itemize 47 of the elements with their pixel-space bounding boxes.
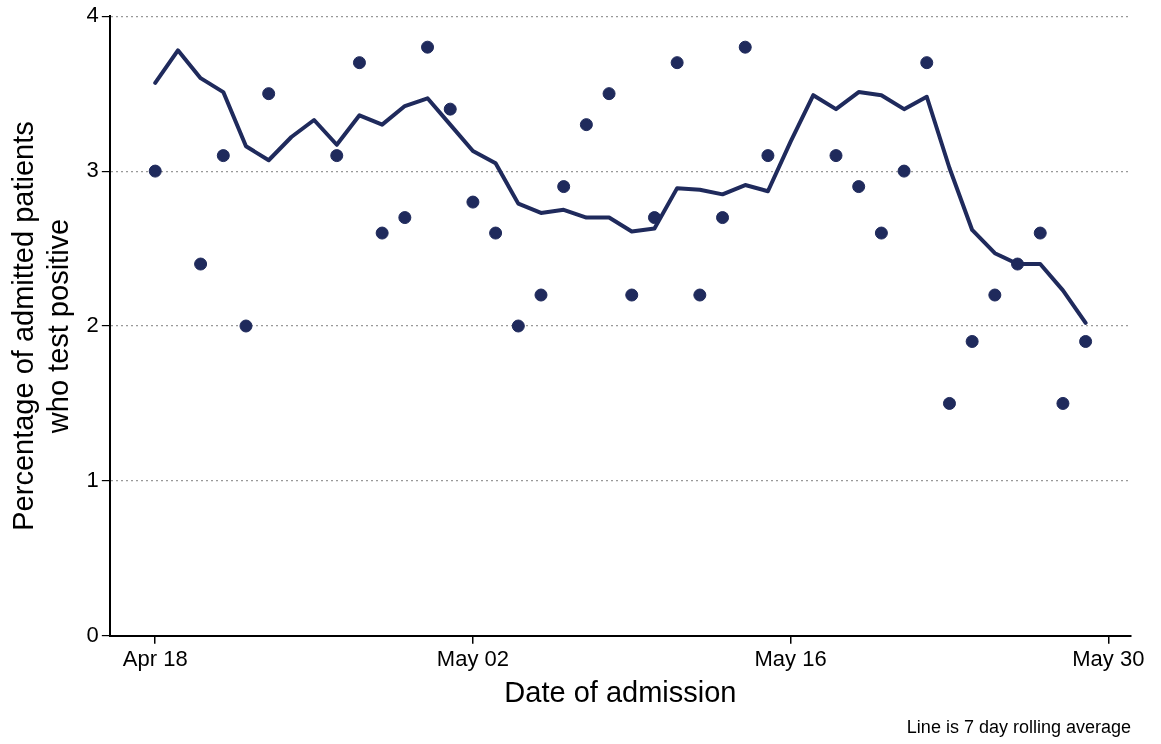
point	[534, 288, 548, 302]
y-tick-label: 2	[86, 312, 99, 338]
point	[216, 149, 230, 163]
point	[352, 56, 366, 70]
point	[1056, 396, 1070, 410]
point	[330, 149, 344, 163]
x-tick-label: May 30	[1072, 646, 1145, 672]
point	[897, 164, 911, 178]
point	[920, 56, 934, 70]
point	[579, 118, 593, 132]
point	[942, 396, 956, 410]
y-tick-label: 4	[86, 2, 99, 28]
point	[874, 226, 888, 240]
point	[738, 40, 752, 54]
point	[375, 226, 389, 240]
point	[988, 288, 1002, 302]
point	[443, 102, 457, 116]
y-tick-label: 1	[86, 466, 99, 492]
point	[852, 180, 866, 194]
x-axis-title: Date of admission	[504, 675, 737, 708]
point	[625, 288, 639, 302]
y-tick-label: 3	[86, 157, 99, 183]
point	[148, 164, 162, 178]
y-axis-title: Percentage of admitted patients who test positive	[7, 121, 75, 531]
point	[829, 149, 843, 163]
point	[239, 319, 253, 333]
point	[466, 195, 480, 209]
point	[761, 149, 775, 163]
point	[693, 288, 707, 302]
point	[557, 180, 571, 194]
x-tick-label: May 16	[754, 646, 827, 672]
y-tick-label: 0	[86, 621, 99, 647]
point	[511, 319, 525, 333]
point	[398, 211, 412, 225]
point	[670, 56, 684, 70]
point	[602, 87, 616, 101]
point	[716, 211, 730, 225]
point	[965, 334, 979, 348]
point	[1079, 334, 1093, 348]
x-tick-label: May 02	[436, 646, 509, 672]
point	[1033, 226, 1047, 240]
point	[489, 226, 503, 240]
point	[194, 257, 208, 271]
x-tick-label: Apr 18	[122, 646, 188, 672]
point	[262, 87, 276, 101]
point	[421, 40, 435, 54]
text: Line is 7 day rolling average	[906, 717, 1131, 738]
